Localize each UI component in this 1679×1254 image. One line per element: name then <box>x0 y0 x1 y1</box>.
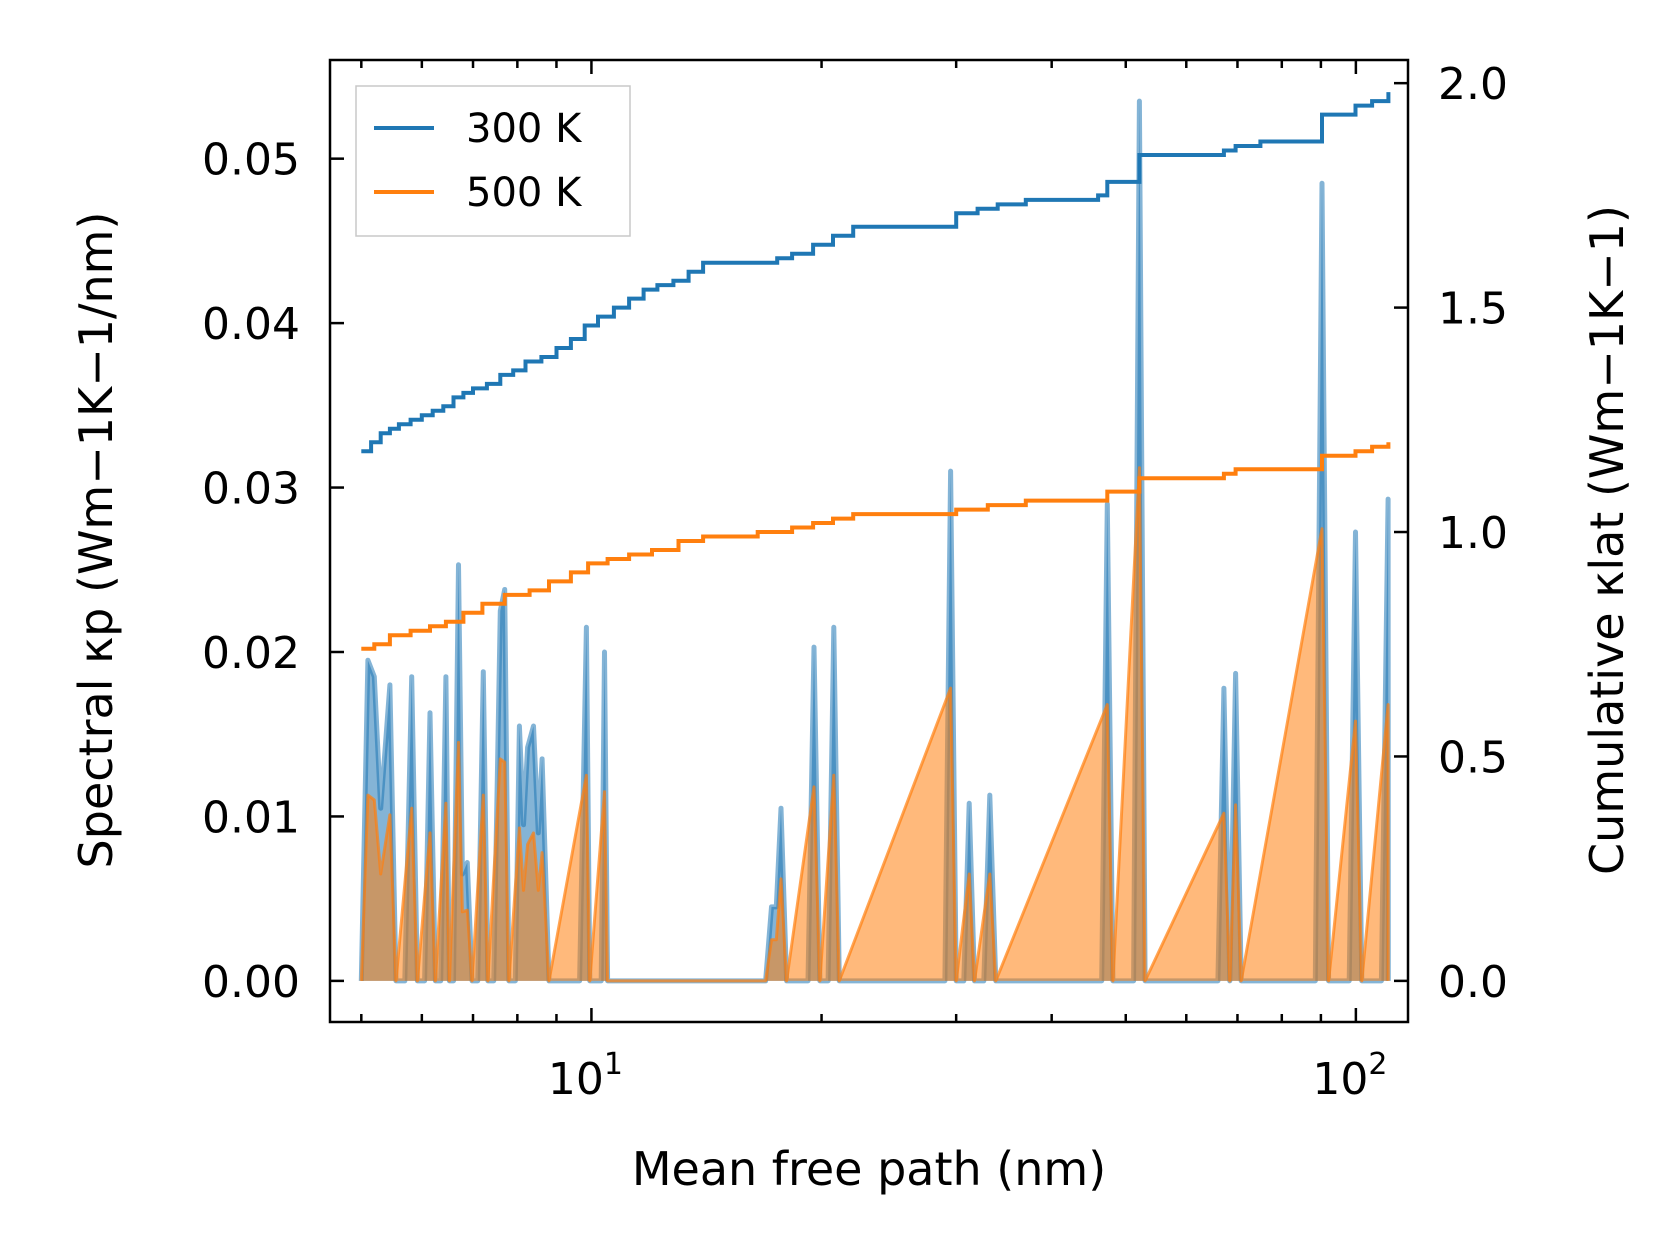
legend-label-500k: 500 K <box>466 170 583 216</box>
cumulative-line-layer <box>361 92 1391 651</box>
x-tick-label: 102 <box>1312 1047 1387 1105</box>
spectral-area-300k <box>361 101 1389 981</box>
x-axis-label: Mean free path (nm) <box>632 1142 1106 1196</box>
spectral-area-500k <box>361 467 1389 981</box>
spectral-line-500k <box>359 466 1390 983</box>
y-left-tick-label: 0.00 <box>202 957 300 1008</box>
y-left-tick-label: 0.02 <box>202 628 300 679</box>
y-left-tick-label: 0.03 <box>202 464 300 515</box>
y-left-tick-label: 0.04 <box>202 299 300 350</box>
y-right-tick-label: 1.5 <box>1438 284 1508 335</box>
y-left-tick-label: 0.05 <box>202 135 300 186</box>
y-axis-right-label: Cumulative κlat (Wm−1K−1) <box>1580 205 1634 875</box>
y-right-tick-label: 1.0 <box>1438 508 1508 559</box>
tick-layer: 101 102 0.00 0.01 0.02 0.03 0.04 0.05 0.0 0.5 1.0 1… <box>202 59 1508 1105</box>
x-tick-label: 101 <box>548 1047 623 1105</box>
plot-frame <box>328 58 1410 1024</box>
y-right-tick-label: 0.5 <box>1438 732 1508 783</box>
y-axis-left-label: Spectral κp (Wm−1K−1/nm) <box>69 212 123 869</box>
legend: 300 K 500 K <box>355 85 631 237</box>
spectral-fill-layer <box>358 98 1391 984</box>
cumulative-line-500k <box>361 442 1391 651</box>
legend-label-300k: 300 K <box>466 106 583 152</box>
y-right-tick-label: 0.0 <box>1438 957 1508 1008</box>
cumulative-line-300k <box>361 92 1391 454</box>
legend-box <box>355 85 631 237</box>
y-left-tick-label: 0.01 <box>202 792 300 843</box>
y-right-tick-label: 2.0 <box>1438 59 1508 110</box>
